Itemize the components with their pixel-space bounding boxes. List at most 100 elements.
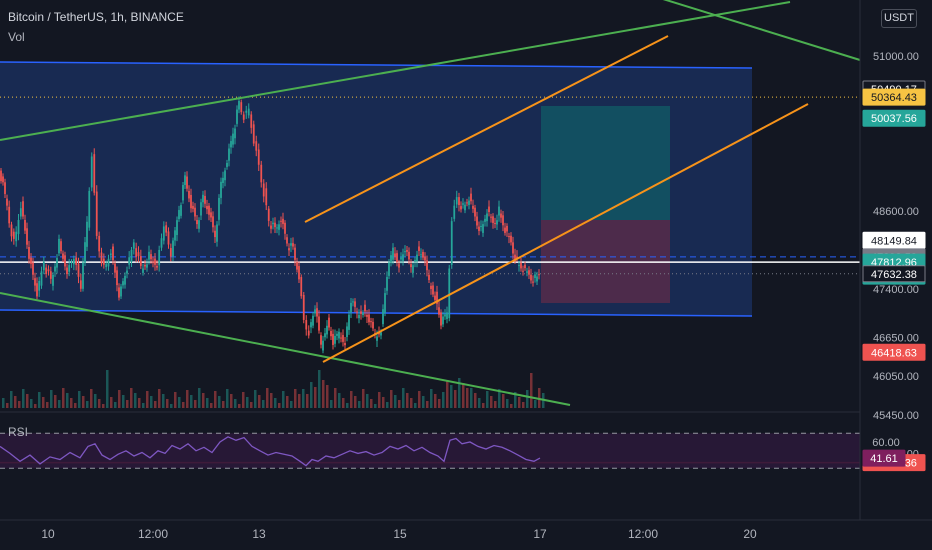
candle-body: [288, 248, 290, 251]
volume-bar: [414, 403, 417, 408]
orange-channel-lower: [322, 103, 809, 363]
candle-body: [476, 216, 478, 226]
candle-body: [514, 254, 516, 262]
candle-body: [139, 256, 142, 266]
volume-bar: [366, 394, 369, 408]
price-label-box: [862, 265, 926, 283]
volume-bar: [442, 392, 445, 408]
rsi-label: RSI: [8, 425, 29, 439]
symbol-title[interactable]: Bitcoin / TetherUS, 1h, BINANCE: [8, 10, 184, 24]
candle-body: [79, 280, 82, 289]
candle-body: [516, 256, 518, 259]
candle-body: [208, 205, 210, 215]
candle-body: [348, 314, 350, 330]
trend-lines[interactable]: [0, 0, 861, 406]
price-tick-label: 45450.00: [873, 410, 919, 422]
candle-body: [396, 253, 398, 263]
candle-body: [422, 251, 424, 258]
volume-bar: [198, 388, 201, 408]
candle-body: [247, 108, 250, 116]
candle-body: [98, 235, 101, 252]
candle-body: [257, 149, 260, 165]
candle-body: [262, 183, 265, 197]
candle-body: [410, 264, 412, 268]
candle-body: [290, 243, 292, 246]
candle-body: [192, 205, 194, 209]
candle-body: [52, 274, 54, 286]
candle-body: [32, 262, 34, 275]
candle-body: [154, 258, 156, 265]
candle-body: [212, 216, 214, 228]
volume-bar: [194, 400, 197, 408]
candle-body: [38, 280, 41, 291]
candle-body: [6, 198, 8, 206]
candle-body: [182, 184, 184, 201]
candle-body: [488, 206, 490, 213]
candle-body: [298, 266, 300, 280]
volume-bar: [30, 399, 33, 408]
volume-bar: [146, 391, 149, 408]
volume-bar: [378, 392, 381, 408]
volume-bar: [318, 370, 321, 408]
candle-body: [15, 231, 18, 242]
price-label-text: 50364.43: [871, 92, 917, 104]
candle-body: [518, 265, 520, 267]
currency-button[interactable]: USDT: [881, 9, 917, 28]
candle-body: [56, 257, 58, 268]
volume-bar: [82, 396, 85, 408]
volume-bar: [506, 399, 509, 408]
volume-bar: [338, 393, 341, 408]
volume-bar: [98, 399, 101, 408]
candle-body: [528, 270, 530, 275]
candle-body: [40, 271, 43, 286]
volume-bar: [358, 401, 361, 408]
candle-body: [234, 128, 236, 139]
candle-body: [478, 226, 480, 231]
candle-body: [146, 264, 148, 268]
price-axis[interactable]: 52000.0051000.0048600.0047400.0046650.00…: [859, 0, 932, 550]
candle-body: [118, 287, 120, 298]
time-tick-label: 17: [533, 527, 547, 541]
volume-bar: [394, 395, 397, 408]
volume-bar: [346, 403, 349, 408]
volume-bar: [398, 400, 401, 408]
price-label-box: [862, 88, 926, 106]
volume-bar: [330, 400, 333, 408]
candle-body: [440, 312, 442, 326]
candle-body: [137, 252, 140, 257]
time-axis[interactable]: 10 12:00 13 15 17 12:00 20: [0, 519, 932, 541]
candle-body: [432, 285, 434, 295]
candle-body: [380, 332, 382, 336]
candle-body: [408, 251, 410, 260]
candle-body: [455, 197, 458, 205]
volume-bar: [66, 393, 69, 408]
price-label-text: 46418.63: [871, 347, 917, 359]
volume-bar: [14, 396, 17, 408]
candle-body: [45, 267, 48, 275]
candle-body: [438, 307, 440, 315]
candle-body: [522, 270, 524, 272]
candle-body: [49, 271, 52, 279]
volume-bar: [514, 392, 517, 408]
candle-body: [184, 175, 186, 185]
candle-body: [282, 218, 284, 224]
rsi-value-box: [862, 449, 906, 467]
candle-body: [512, 242, 514, 254]
price-label-box: [862, 109, 926, 127]
candle-body: [176, 220, 178, 235]
candle-body: [47, 269, 50, 272]
volume-bar: [190, 395, 193, 408]
candle-body: [464, 204, 466, 211]
candle-body: [202, 194, 204, 203]
price-label-text: 48149.84: [871, 235, 917, 247]
volume-bar: [498, 389, 501, 408]
volume-bar: [34, 404, 37, 408]
volume-bar: [102, 404, 105, 408]
candle-body: [90, 156, 93, 188]
candle-body: [496, 220, 498, 225]
candle-body: [165, 225, 168, 233]
candle-body: [160, 238, 163, 248]
candle-body: [453, 205, 456, 219]
volume-bar: [186, 390, 189, 408]
